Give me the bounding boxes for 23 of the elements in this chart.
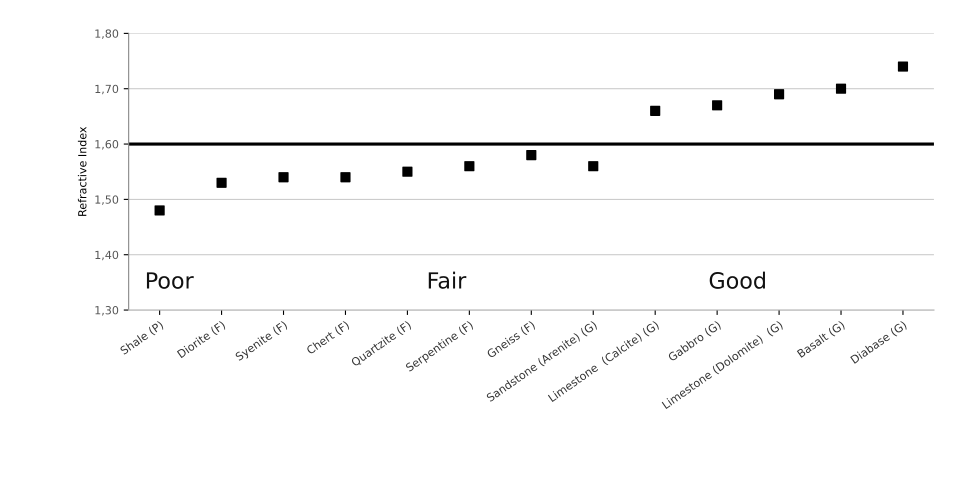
y-tick-label: 1,30 <box>95 306 118 316</box>
y-tick-label: 1,80 <box>95 29 118 39</box>
point <box>526 150 536 160</box>
point <box>278 172 289 182</box>
y-tick-label: 1,70 <box>95 84 118 94</box>
annotation: Good <box>710 272 765 289</box>
y-tick-label: 1,40 <box>95 250 118 260</box>
annotation: Fair <box>428 272 466 289</box>
y-tick-label: 1,50 <box>95 195 118 205</box>
y-axis-title: Refractive Index <box>78 126 86 216</box>
point <box>464 161 474 172</box>
point <box>650 106 660 116</box>
point <box>216 178 227 188</box>
point <box>836 84 846 94</box>
y-tick-label: 1,60 <box>95 140 118 150</box>
point <box>898 62 908 72</box>
point <box>154 205 165 216</box>
point <box>340 172 351 182</box>
point <box>402 166 412 177</box>
point <box>774 89 784 100</box>
point <box>712 100 722 110</box>
point <box>588 161 598 172</box>
annotation: Poor <box>146 272 194 289</box>
